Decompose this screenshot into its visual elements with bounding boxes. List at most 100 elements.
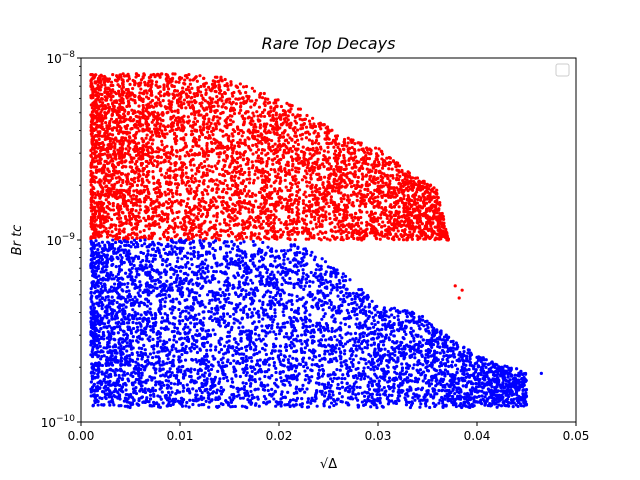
data-point [410, 213, 414, 217]
data-point [204, 189, 209, 193]
data-point [124, 147, 128, 151]
data-point [182, 120, 186, 124]
data-point [161, 124, 166, 128]
data-point [366, 187, 370, 191]
data-point [254, 130, 258, 134]
data-point [394, 165, 398, 169]
data-point [226, 146, 231, 151]
data-point [170, 123, 174, 127]
data-point [158, 117, 162, 121]
data-point [389, 174, 393, 178]
data-point [161, 118, 165, 123]
data-point [337, 181, 342, 186]
data-point [187, 184, 192, 188]
data-point [325, 201, 329, 205]
data-point [286, 141, 290, 145]
data-point [285, 146, 289, 150]
data-point [129, 223, 133, 227]
data-point [301, 201, 306, 206]
data-point [237, 111, 241, 115]
data-point [215, 178, 219, 182]
data-point [234, 183, 238, 188]
data-point [125, 96, 129, 100]
data-point [199, 199, 203, 203]
data-point [207, 164, 211, 168]
data-point [189, 187, 193, 191]
data-point [205, 211, 210, 215]
data-point [259, 202, 263, 206]
data-point [135, 233, 139, 237]
data-point [257, 159, 261, 164]
data-point [184, 232, 188, 236]
data-point [288, 103, 292, 107]
data-point [345, 233, 349, 238]
data-point [246, 129, 250, 133]
data-point [346, 136, 350, 140]
data-point [102, 215, 106, 219]
data-point [235, 186, 240, 191]
data-point [378, 170, 382, 174]
data-point [387, 187, 391, 191]
data-point [90, 87, 94, 91]
data-point [254, 199, 258, 203]
data-point [206, 185, 210, 189]
data-point [295, 128, 300, 132]
data-point [97, 137, 101, 141]
data-point [396, 229, 400, 233]
data-point [150, 151, 154, 155]
data-point [278, 235, 282, 239]
data-point [189, 163, 193, 167]
data-point [178, 120, 182, 124]
data-point [186, 85, 190, 89]
data-point [250, 166, 255, 170]
data-point [332, 185, 336, 189]
data-point [178, 148, 182, 152]
data-point [271, 162, 275, 166]
data-point [265, 122, 269, 126]
data-point [392, 235, 396, 239]
data-point [156, 150, 161, 154]
data-point [213, 122, 217, 126]
data-point [220, 200, 224, 204]
data-point [171, 169, 176, 173]
data-point [422, 198, 426, 202]
data-point [437, 218, 442, 222]
data-point [232, 192, 236, 197]
data-point [100, 230, 104, 234]
data-point [230, 114, 234, 118]
data-point [149, 85, 153, 89]
data-point [111, 234, 115, 238]
data-point [116, 203, 120, 207]
data-point [259, 212, 263, 216]
data-point [343, 141, 347, 145]
data-point [116, 195, 121, 200]
data-point [220, 95, 224, 99]
data-point [195, 79, 199, 83]
data-point [206, 192, 210, 196]
data-point [90, 77, 94, 81]
data-point [155, 164, 159, 169]
data-point [321, 215, 325, 219]
data-point [380, 175, 384, 179]
data-point [159, 155, 163, 159]
data-point [259, 174, 264, 178]
data-point [134, 132, 138, 136]
data-point [352, 224, 356, 228]
data-point [357, 184, 361, 189]
data-point [190, 100, 194, 104]
data-point [122, 108, 127, 112]
data-point [117, 235, 122, 240]
data-point [334, 153, 338, 157]
data-point [119, 75, 123, 79]
data-point [117, 213, 121, 217]
data-point [380, 194, 384, 198]
data-point [401, 181, 405, 185]
data-point [307, 199, 312, 204]
data-point [240, 96, 244, 100]
data-point [231, 100, 235, 104]
data-point [332, 177, 336, 182]
data-point [217, 91, 222, 95]
data-point [96, 95, 101, 99]
data-point [97, 212, 102, 216]
data-point [217, 155, 221, 159]
